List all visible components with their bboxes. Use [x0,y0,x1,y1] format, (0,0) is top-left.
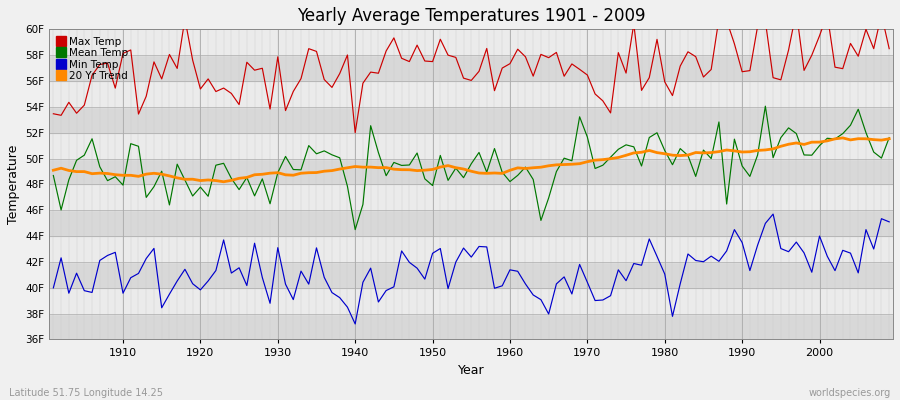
X-axis label: Year: Year [458,364,484,377]
Bar [50,288,893,314]
Bar [50,29,893,55]
Text: Latitude 51.75 Longitude 14.25: Latitude 51.75 Longitude 14.25 [9,388,163,398]
Bar [50,314,893,340]
Bar [50,133,893,158]
Bar [50,184,893,210]
Bar [50,236,893,262]
Bar [50,81,893,107]
Bar [50,55,893,81]
Bar [50,158,893,184]
Legend: Max Temp, Mean Temp, Min Temp, 20 Yr Trend: Max Temp, Mean Temp, Min Temp, 20 Yr Tre… [55,34,130,83]
Bar [50,210,893,236]
Bar [50,107,893,133]
Bar [50,262,893,288]
Title: Yearly Average Temperatures 1901 - 2009: Yearly Average Temperatures 1901 - 2009 [297,7,645,25]
Y-axis label: Temperature: Temperature [7,145,20,224]
Text: worldspecies.org: worldspecies.org [809,388,891,398]
